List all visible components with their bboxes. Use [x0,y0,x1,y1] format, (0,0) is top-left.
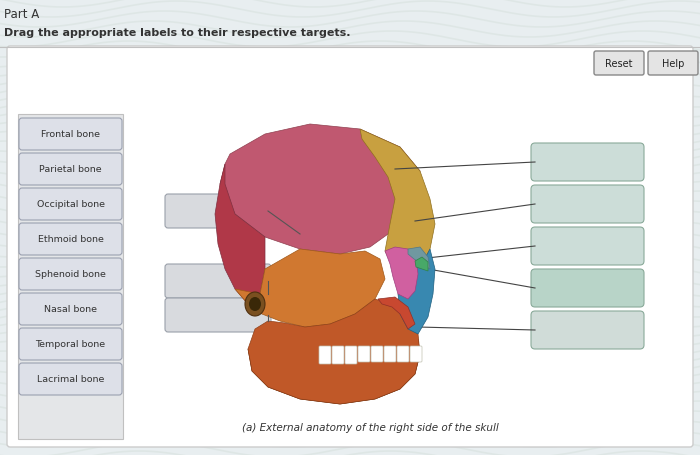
Text: Ethmoid bone: Ethmoid bone [38,235,104,244]
FancyBboxPatch shape [19,223,122,255]
Text: Lacrimal bone: Lacrimal bone [37,374,104,384]
Text: Help: Help [662,59,684,69]
Text: Occipital bone: Occipital bone [36,200,104,209]
Bar [18,115,123,439]
Text: Parietal bone: Parietal bone [39,165,102,174]
Polygon shape [385,248,418,299]
FancyBboxPatch shape [531,311,644,349]
Polygon shape [378,298,415,329]
FancyBboxPatch shape [319,346,331,364]
Polygon shape [398,249,435,334]
FancyBboxPatch shape [332,346,344,364]
FancyBboxPatch shape [410,346,422,362]
Text: Temporal bone: Temporal bone [36,340,106,349]
Text: Nasal bone: Nasal bone [44,305,97,314]
Text: Drag the appropriate labels to their respective targets.: Drag the appropriate labels to their res… [4,28,351,38]
FancyBboxPatch shape [648,52,698,76]
Ellipse shape [249,298,261,311]
FancyBboxPatch shape [531,228,644,265]
FancyBboxPatch shape [165,298,271,332]
Text: Reset: Reset [606,59,633,69]
Polygon shape [415,258,428,271]
Polygon shape [235,249,385,327]
FancyBboxPatch shape [594,52,644,76]
FancyBboxPatch shape [165,195,271,228]
FancyBboxPatch shape [19,293,122,325]
Text: Sphenoid bone: Sphenoid bone [35,270,106,279]
FancyBboxPatch shape [358,346,370,362]
FancyBboxPatch shape [7,47,693,447]
Polygon shape [215,165,265,304]
Polygon shape [220,125,420,254]
FancyBboxPatch shape [531,144,644,182]
FancyBboxPatch shape [19,258,122,290]
Polygon shape [248,339,420,404]
FancyBboxPatch shape [384,346,396,362]
FancyBboxPatch shape [19,363,122,395]
FancyBboxPatch shape [371,346,383,362]
FancyBboxPatch shape [531,186,644,223]
Text: Part A: Part A [4,8,39,21]
FancyBboxPatch shape [397,346,409,362]
FancyBboxPatch shape [165,264,271,298]
Ellipse shape [245,293,265,316]
FancyBboxPatch shape [19,119,122,151]
FancyBboxPatch shape [19,328,122,360]
Polygon shape [408,248,430,269]
Polygon shape [360,130,435,274]
Text: Frontal bone: Frontal bone [41,130,100,139]
Polygon shape [248,299,420,404]
Text: (a) External anatomy of the right side of the skull: (a) External anatomy of the right side o… [241,422,498,432]
FancyBboxPatch shape [345,346,357,364]
FancyBboxPatch shape [19,154,122,186]
FancyBboxPatch shape [19,188,122,221]
FancyBboxPatch shape [531,269,644,307]
